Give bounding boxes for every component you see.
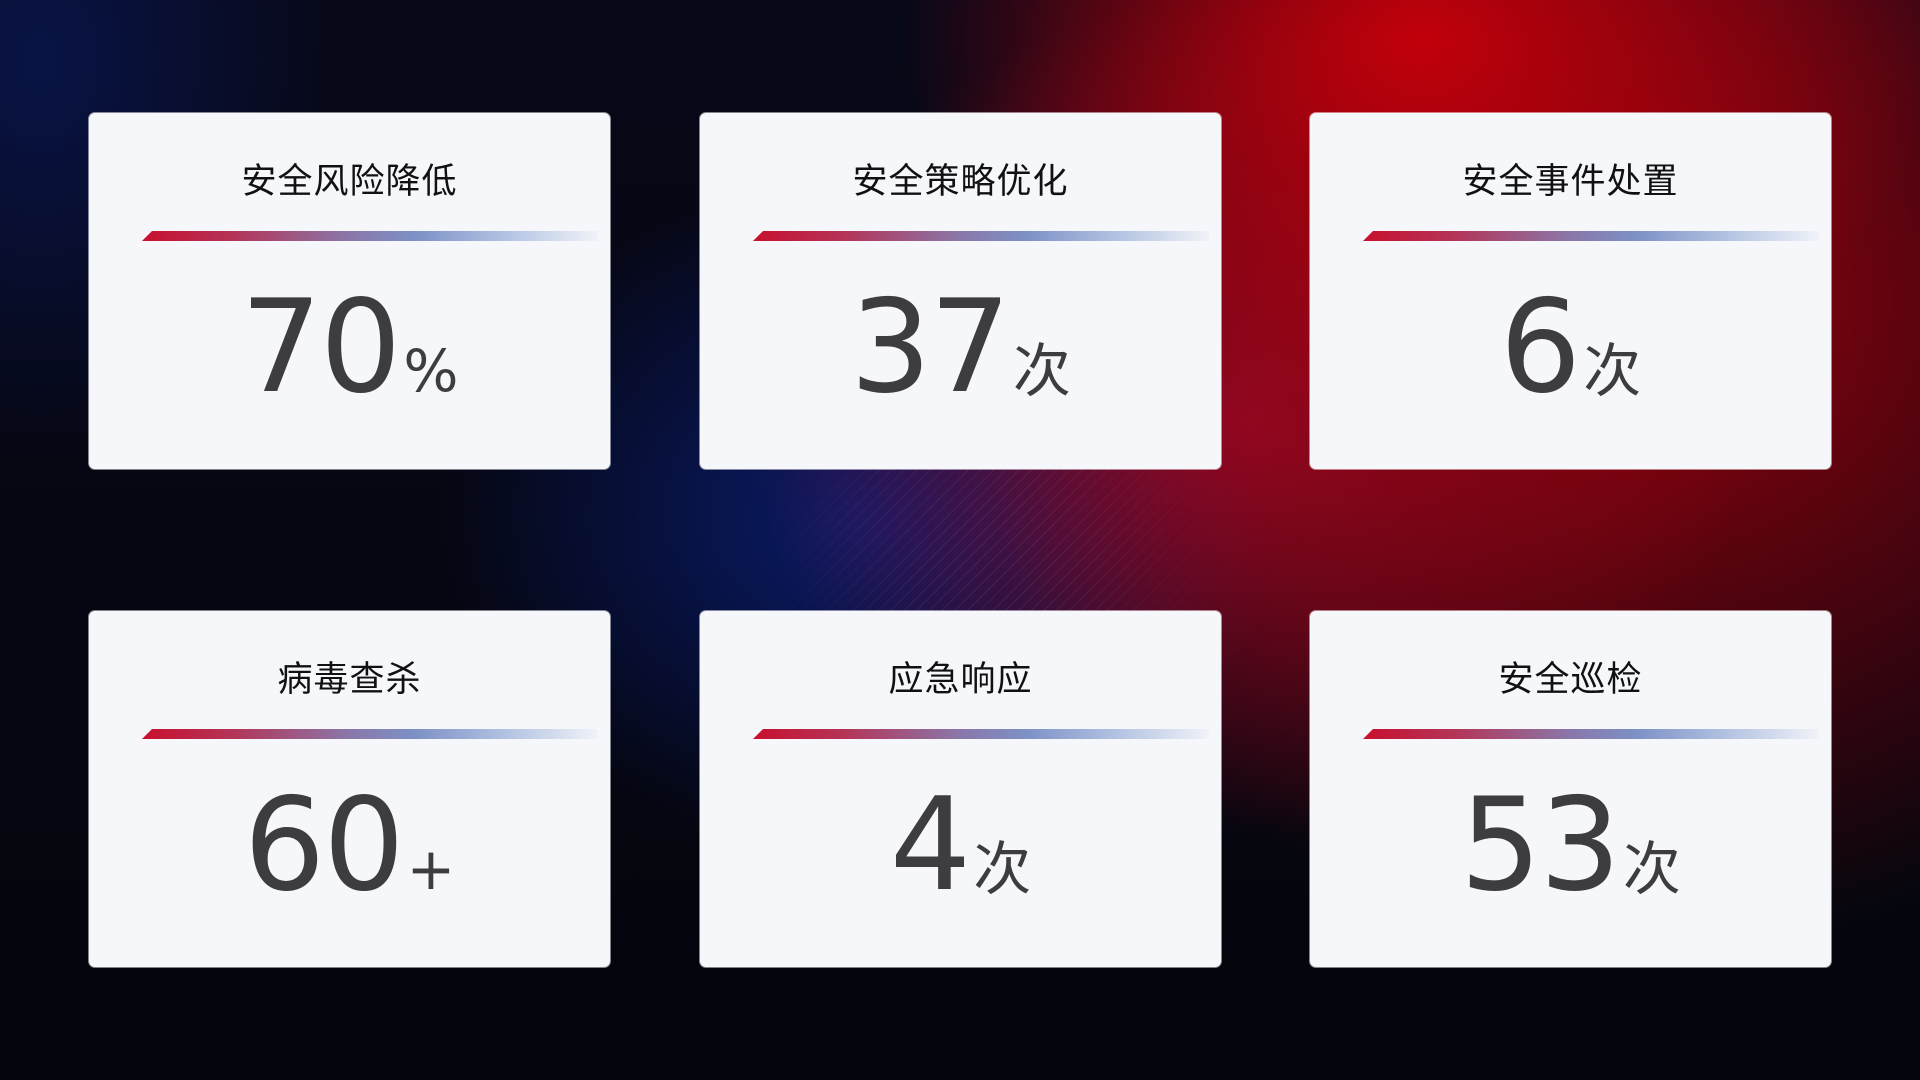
card-title: 安全策略优化 — [852, 162, 1069, 202]
value-number: 37 — [850, 273, 1011, 422]
card-value: 53次 — [1310, 771, 1831, 920]
value-number: 6 — [1499, 273, 1581, 422]
card-title: 应急响应 — [888, 660, 1033, 700]
value-unit: % — [403, 337, 459, 405]
card-divider-bar — [142, 729, 598, 739]
card-title: 安全事件处置 — [1462, 162, 1679, 202]
card-value: 60+ — [89, 771, 610, 920]
value-unit: 次 — [1583, 337, 1642, 405]
card-divider-bar — [753, 729, 1209, 739]
card-value: 70% — [89, 273, 610, 422]
stat-card-policy-optimization: 安全策略优化 37次 — [700, 113, 1221, 469]
value-unit: 次 — [1012, 337, 1071, 405]
card-divider-bar — [142, 231, 598, 241]
card-value: 4次 — [700, 771, 1221, 920]
card-divider-bar — [1363, 729, 1819, 739]
value-number: 4 — [889, 771, 971, 920]
stat-card-incident-handling: 安全事件处置 6次 — [1310, 113, 1831, 469]
stat-card-security-inspection: 安全巡检 53次 — [1310, 611, 1831, 967]
value-unit: 次 — [1622, 835, 1681, 903]
card-value: 37次 — [700, 273, 1221, 422]
stat-card-emergency-response: 应急响应 4次 — [700, 611, 1221, 967]
card-title: 安全风险降低 — [241, 162, 458, 202]
value-number: 70 — [240, 273, 402, 422]
stat-card-risk-reduction: 安全风险降低 70% — [89, 113, 610, 469]
card-value: 6次 — [1310, 273, 1831, 422]
value-number: 60 — [243, 771, 405, 920]
value-unit: + — [406, 835, 456, 903]
value-unit: 次 — [973, 835, 1032, 903]
card-title: 安全巡检 — [1498, 660, 1643, 700]
card-divider-bar — [1363, 231, 1819, 241]
value-number: 53 — [1460, 771, 1621, 920]
card-divider-bar — [753, 231, 1209, 241]
card-title: 病毒查杀 — [277, 660, 422, 700]
stat-card-virus-removal: 病毒查杀 60+ — [89, 611, 610, 967]
